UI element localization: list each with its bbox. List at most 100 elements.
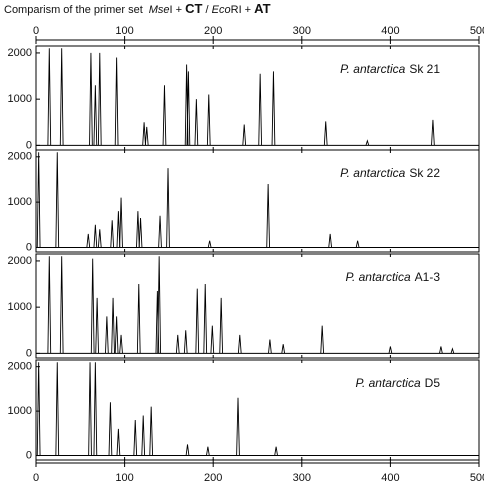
peak: [210, 325, 215, 354]
species: P. antarctica: [340, 62, 405, 76]
y-tick-label: 1000: [8, 301, 32, 313]
peak: [55, 362, 60, 456]
peak: [388, 346, 393, 354]
panel-label: P. antarctica A1-3: [345, 270, 440, 284]
y-tick-label: 2000: [8, 255, 32, 267]
peak: [281, 344, 286, 354]
peak: [207, 240, 212, 248]
x-tick-label: 400: [381, 25, 399, 37]
x-tick-label: 300: [293, 472, 311, 484]
peak: [149, 406, 154, 456]
peak: [111, 297, 115, 354]
peak: [186, 71, 191, 146]
peak: [119, 334, 123, 354]
title-text: /: [202, 4, 211, 16]
peak: [114, 57, 119, 146]
chart-title: Comparism of the primer set MseI + CT / E…: [4, 1, 271, 16]
peak: [90, 258, 95, 354]
peak: [138, 217, 143, 248]
trace: [36, 152, 479, 248]
x-tick-label: 300: [293, 25, 311, 37]
y-tick-label: 2000: [8, 151, 32, 163]
y-tick-label: 1000: [8, 405, 32, 417]
x-tick-label: 500: [470, 472, 484, 484]
peak: [166, 168, 170, 248]
x-tick-label: 100: [115, 472, 133, 484]
y-tick-label: 0: [26, 449, 32, 461]
y-tick-label: 1000: [8, 93, 32, 105]
y-tick-label: 0: [26, 347, 32, 359]
peak: [175, 334, 180, 354]
sample: Sk 22: [409, 166, 440, 180]
y-tick-label: 2000: [8, 47, 32, 59]
peak: [355, 240, 360, 248]
peak: [328, 233, 332, 248]
peak: [274, 446, 278, 456]
species: P. antarctica: [345, 270, 410, 284]
peak: [110, 220, 115, 248]
x-tick-label: 0: [33, 472, 39, 484]
peak: [242, 124, 247, 146]
panel-frame: [35, 253, 480, 359]
x-tick-label: 100: [115, 25, 133, 37]
peak: [450, 347, 455, 354]
peak: [320, 325, 325, 354]
peak: [86, 233, 91, 248]
y-tick-label: 0: [26, 241, 32, 253]
peak: [114, 316, 119, 354]
panel-frame: [35, 359, 480, 461]
peak: [157, 256, 162, 354]
peak: [268, 339, 272, 354]
peak: [133, 419, 138, 456]
peak: [93, 362, 98, 456]
peak: [203, 284, 208, 354]
peak: [136, 211, 140, 248]
peak: [195, 288, 200, 354]
peak: [36, 152, 41, 248]
sample: D5: [425, 376, 441, 390]
species: P. antarctica: [340, 166, 405, 180]
peak: [55, 152, 60, 248]
peak: [59, 256, 64, 354]
x-tick-label: 400: [381, 472, 399, 484]
peak: [59, 48, 64, 146]
peak: [194, 99, 199, 146]
peak: [141, 415, 146, 456]
sample: Sk 21: [409, 62, 440, 76]
peak: [206, 94, 211, 146]
x-tick-label: 200: [204, 25, 222, 37]
peak: [142, 122, 146, 146]
peak: [266, 183, 270, 248]
trace: [36, 362, 479, 457]
x-tick-label: 500: [470, 25, 484, 37]
species: P. antarctica: [356, 376, 421, 390]
peak: [105, 316, 109, 354]
peak: [88, 362, 92, 456]
x-tick-label: 200: [204, 472, 222, 484]
peak: [108, 402, 113, 456]
peak: [365, 139, 370, 146]
peak: [93, 224, 98, 248]
peak: [206, 446, 210, 456]
title-text: AT: [254, 1, 270, 16]
peak: [158, 215, 162, 248]
peak: [237, 334, 242, 354]
x-tick-label: 0: [33, 25, 39, 37]
y-tick-label: 2000: [8, 361, 32, 373]
trace: [36, 256, 479, 354]
peak: [36, 362, 41, 456]
peak: [136, 284, 141, 354]
peak: [185, 444, 190, 456]
peak: [144, 126, 149, 146]
peak: [47, 48, 52, 146]
peak: [116, 211, 121, 248]
panel-label: P. antarctica D5: [356, 376, 441, 390]
peak: [258, 73, 263, 146]
peak: [183, 330, 188, 354]
peak: [219, 297, 224, 354]
peak: [95, 297, 99, 354]
peak: [439, 346, 443, 354]
panel-label: P. antarctica Sk 22: [340, 166, 440, 180]
panel-frame: [35, 149, 480, 253]
title-text: Mse: [149, 4, 170, 16]
